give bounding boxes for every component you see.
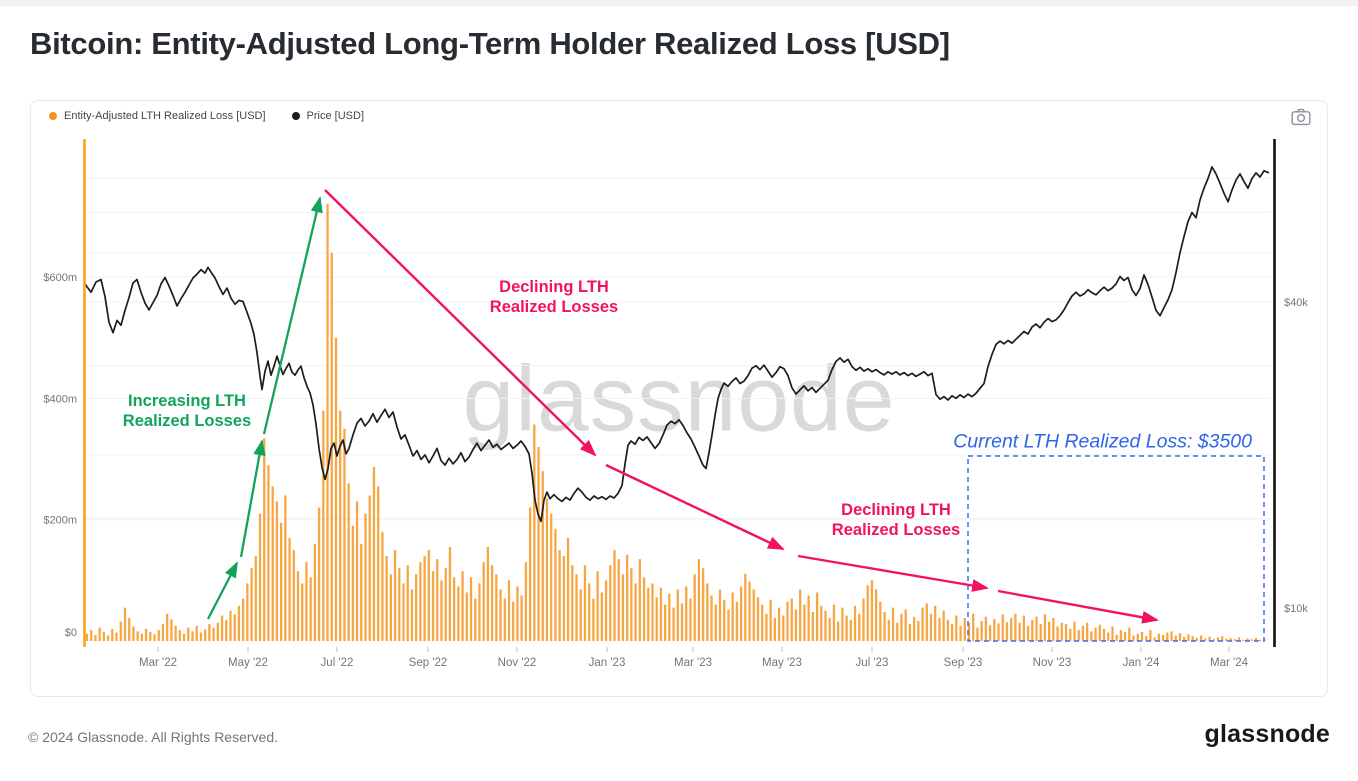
annotation-declining-lth-1: Declining LTH Realized Losses xyxy=(489,277,619,316)
svg-text:$10k: $10k xyxy=(1284,603,1308,615)
top-edge-strip xyxy=(0,0,1358,6)
svg-text:$600m: $600m xyxy=(43,272,77,284)
svg-text:Jul '23: Jul '23 xyxy=(856,657,889,669)
increasing-trend-arrows xyxy=(206,196,323,620)
svg-text:Mar '24: Mar '24 xyxy=(1210,657,1249,669)
svg-text:Jan '23: Jan '23 xyxy=(589,657,626,669)
svg-text:May '23: May '23 xyxy=(762,657,802,669)
svg-text:Sep '23: Sep '23 xyxy=(944,657,983,669)
declining-trend-arrows xyxy=(324,189,1159,624)
legend-price-label: Price [USD] xyxy=(306,110,365,122)
chart-plot-area[interactable]: $0 $200m $400m $600m $10k $40k Mar '22 May '22 J… xyxy=(31,101,1329,698)
svg-text:$0: $0 xyxy=(65,627,77,639)
svg-text:Nov '23: Nov '23 xyxy=(1033,657,1072,669)
current-loss-dashed-box xyxy=(967,455,1265,642)
legend-item-loss[interactable]: Entity-Adjusted LTH Realized Loss [USD] xyxy=(49,110,266,122)
camera-export-button[interactable] xyxy=(1289,106,1313,131)
svg-text:Jul '22: Jul '22 xyxy=(321,657,354,669)
page-title: Bitcoin: Entity-Adjusted Long-Term Holde… xyxy=(30,26,950,61)
legend-loss-label: Entity-Adjusted LTH Realized Loss [USD] xyxy=(64,110,266,122)
svg-text:Mar '22: Mar '22 xyxy=(139,657,177,669)
annotation-increasing-lth: Increasing LTH Realized Losses xyxy=(122,391,252,430)
annotation-declining-lth-2: Declining LTH Realized Losses xyxy=(831,500,961,539)
svg-text:Sep '22: Sep '22 xyxy=(409,657,448,669)
svg-text:May '22: May '22 xyxy=(228,657,268,669)
svg-text:$200m: $200m xyxy=(43,515,77,527)
price-series-dot-icon xyxy=(291,112,300,120)
legend: Entity-Adjusted LTH Realized Loss [USD] … xyxy=(49,110,364,122)
loss-series-dot-icon xyxy=(49,112,57,120)
left-axis-labels: $0 $200m $400m $600m xyxy=(43,272,77,639)
gridlines xyxy=(85,178,1271,521)
svg-text:Nov '22: Nov '22 xyxy=(498,657,537,669)
camera-icon xyxy=(1291,108,1311,129)
copyright-text: © 2024 Glassnode. All Rights Reserved. xyxy=(28,729,279,745)
svg-text:$400m: $400m xyxy=(43,393,77,405)
svg-text:Mar '23: Mar '23 xyxy=(674,657,712,669)
glassnode-logo: glassnode xyxy=(1204,720,1330,748)
right-axis-labels: $10k $40k xyxy=(1284,297,1308,615)
svg-text:Jan '24: Jan '24 xyxy=(1123,657,1160,669)
chart-card: Entity-Adjusted LTH Realized Loss [USD] … xyxy=(30,100,1328,697)
svg-text:$40k: $40k xyxy=(1284,297,1308,309)
x-axis: Mar '22 May '22 Jul '22 Sep '22 Nov '22 Jan '… xyxy=(139,647,1249,669)
price-line-series xyxy=(84,166,1270,523)
legend-item-price[interactable]: Price [USD] xyxy=(291,110,365,122)
annotation-current-loss: Current LTH Realized Loss: $3500 xyxy=(953,430,1252,453)
